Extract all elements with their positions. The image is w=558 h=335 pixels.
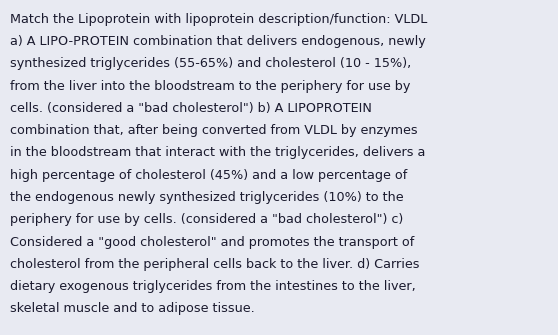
Text: periphery for use by cells. (considered a "bad cholesterol") c): periphery for use by cells. (considered … bbox=[10, 213, 403, 226]
Text: in the bloodstream that interact with the triglycerides, delivers a: in the bloodstream that interact with th… bbox=[10, 146, 425, 159]
Text: cells. (considered a "bad cholesterol") b) A LIPOPROTEIN: cells. (considered a "bad cholesterol") … bbox=[10, 102, 372, 115]
Text: the endogenous newly synthesized triglycerides (10%) to the: the endogenous newly synthesized triglyc… bbox=[10, 191, 403, 204]
Text: from the liver into the bloodstream to the periphery for use by: from the liver into the bloodstream to t… bbox=[10, 80, 411, 92]
Text: a) A LIPO-PROTEIN combination that delivers endogenous, newly: a) A LIPO-PROTEIN combination that deliv… bbox=[10, 35, 426, 48]
Text: skeletal muscle and to adipose tissue.: skeletal muscle and to adipose tissue. bbox=[10, 303, 255, 315]
Text: combination that, after being converted from VLDL by enzymes: combination that, after being converted … bbox=[10, 124, 418, 137]
Text: high percentage of cholesterol (45%) and a low percentage of: high percentage of cholesterol (45%) and… bbox=[10, 169, 407, 182]
Text: cholesterol from the peripheral cells back to the liver. d) Carries: cholesterol from the peripheral cells ba… bbox=[10, 258, 420, 271]
Text: Considered a "good cholesterol" and promotes the transport of: Considered a "good cholesterol" and prom… bbox=[10, 236, 414, 249]
Text: dietary exogenous triglycerides from the intestines to the liver,: dietary exogenous triglycerides from the… bbox=[10, 280, 416, 293]
Text: synthesized triglycerides (55-65%) and cholesterol (10 - 15%),: synthesized triglycerides (55-65%) and c… bbox=[10, 57, 411, 70]
Text: Match the Lipoprotein with lipoprotein description/function: VLDL: Match the Lipoprotein with lipoprotein d… bbox=[10, 13, 427, 26]
